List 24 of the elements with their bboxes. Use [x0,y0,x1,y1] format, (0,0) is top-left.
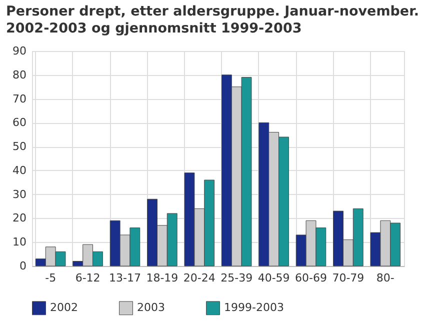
x-tick-label: 80- [376,272,394,284]
x-tick-label: 60-69 [295,272,327,284]
x-tick-label: 70-79 [332,272,364,284]
chart-title: Personer drept, etter aldersgruppe. Januar-november. 2002-2003 og gjennomsnitt 1999-2003 [6,4,419,36]
legend-label: 2003 [137,301,165,314]
legend-label: 2002 [50,301,78,314]
y-tick-label: 0 [20,260,26,272]
x-tick-label: 25-39 [220,272,253,284]
y-tick-label: 30 [12,188,26,201]
y-tick-label: 40 [12,164,26,177]
x-tick-label: 13-17 [109,272,141,284]
y-tick-label: 50 [12,140,26,154]
x-tick-label: 40-59 [258,272,290,284]
x-tick-label: 20-24 [183,272,216,284]
y-tick-label: 90 [12,44,26,58]
legend-label: 1999-2003 [224,301,284,314]
y-tick-label: 20 [12,212,26,225]
x-tick-label: -5 [45,272,56,284]
x-tick-label: 6-12 [75,272,100,284]
y-tick-label: 60 [12,116,26,130]
y-tick-label: 70 [12,92,26,106]
x-tick-label: 18-19 [146,272,178,284]
y-tick-label: 10 [12,236,26,249]
y-tick-label: 80 [12,68,26,82]
